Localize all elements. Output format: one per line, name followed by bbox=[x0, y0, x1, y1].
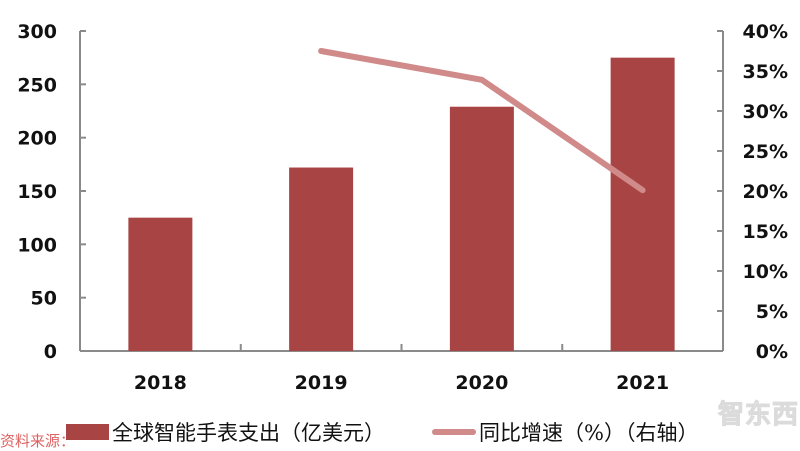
x-tick-label: 2020 bbox=[455, 372, 508, 394]
left-tick-label: 50 bbox=[31, 288, 57, 310]
right-tick-label: 30% bbox=[743, 101, 788, 123]
left-tick-label: 300 bbox=[17, 21, 57, 43]
right-tick-label: 40% bbox=[743, 21, 788, 43]
left-tick-label: 250 bbox=[17, 74, 57, 96]
line-swatch-icon bbox=[432, 429, 476, 435]
right-tick-label: 20% bbox=[743, 181, 788, 203]
line-series bbox=[318, 48, 646, 194]
right-tick-label: 25% bbox=[743, 141, 788, 163]
x-tick-label: 2019 bbox=[295, 372, 348, 394]
legend-label-line: 同比增速（%）（右轴） bbox=[479, 421, 699, 445]
source-note: 资料来源： bbox=[0, 432, 76, 450]
right-tick-label: 15% bbox=[743, 221, 788, 243]
x-axis: 2018 2019 2020 2021 bbox=[80, 344, 723, 394]
left-y-axis: 0 50 100 150 200 250 300 bbox=[17, 21, 86, 363]
legend-item-line: 同比增速（%）（右轴） bbox=[432, 417, 698, 447]
bar bbox=[449, 106, 514, 351]
legend-label-bar: 全球智能手表支出（亿美元） bbox=[112, 421, 385, 445]
watermark-logo: 智东西 bbox=[717, 400, 800, 431]
left-tick-label: 150 bbox=[17, 181, 57, 203]
left-tick-label: 200 bbox=[17, 128, 57, 150]
bar bbox=[289, 167, 354, 351]
x-tick-label: 2018 bbox=[134, 372, 187, 394]
left-tick-label: 100 bbox=[17, 234, 57, 256]
bar-series bbox=[128, 57, 675, 352]
right-tick-label: 10% bbox=[743, 261, 788, 283]
x-tick-label: 2021 bbox=[616, 372, 669, 394]
right-tick-label: 35% bbox=[743, 61, 788, 83]
legend-item-bar: 全球智能手表支出（亿美元） bbox=[66, 417, 385, 447]
right-tick-label: 0% bbox=[756, 341, 788, 363]
bar bbox=[610, 57, 675, 352]
bar bbox=[128, 217, 193, 351]
combo-chart: 0 50 100 150 200 250 300 0% 5% 10% 15% 20% 25% 30% 35… bbox=[17, 21, 788, 394]
bar-swatch-icon bbox=[66, 424, 109, 440]
right-tick-label: 5% bbox=[756, 301, 788, 323]
left-tick-label: 0 bbox=[44, 341, 57, 363]
growth-line bbox=[318, 48, 646, 194]
legend: 全球智能手表支出（亿美元） 同比增速（%）（右轴） bbox=[0, 412, 800, 445]
right-y-axis: 0% 5% 10% 15% 20% 25% 30% 35% 40% bbox=[717, 21, 788, 363]
